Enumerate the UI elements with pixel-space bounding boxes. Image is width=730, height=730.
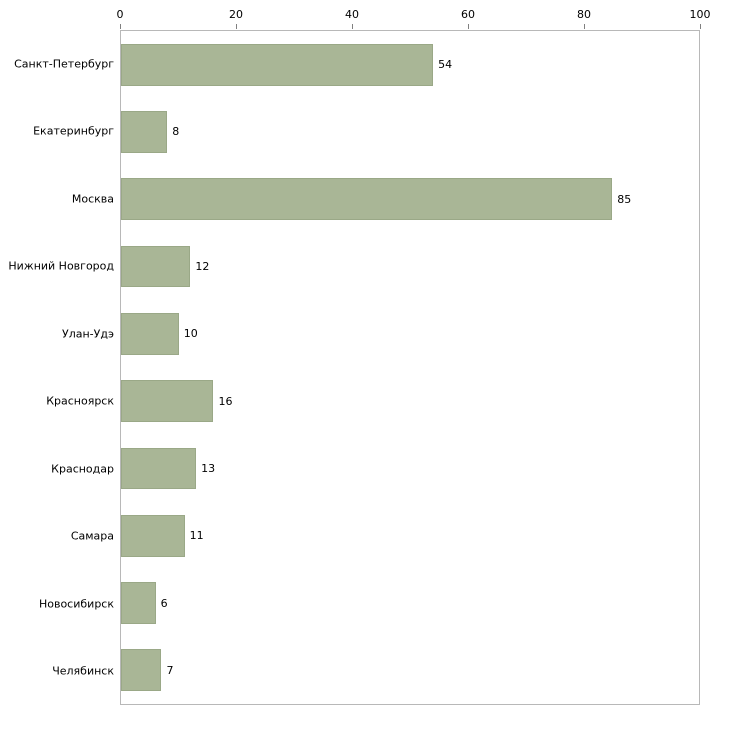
bar-row: 16 — [121, 367, 699, 434]
y-category-label: Санкт-Петербург — [14, 57, 114, 71]
x-tick-label: 40 — [345, 8, 359, 21]
x-tick-mark — [235, 24, 237, 29]
x-tick-mark — [699, 24, 701, 29]
bar-row: 85 — [121, 166, 699, 233]
bar-row: 10 — [121, 300, 699, 367]
x-axis: 0 20 40 60 80 100 — [116, 0, 711, 30]
value-label: 54 — [438, 58, 453, 72]
x-tick-mark — [467, 24, 469, 29]
y-category-label: Новосибирск — [38, 597, 114, 611]
x-tick-label: 0 — [116, 8, 124, 21]
x-tick-mark — [119, 24, 121, 29]
x-tick-mark — [351, 24, 353, 29]
bar — [121, 245, 191, 288]
bar-row: 13 — [121, 435, 699, 502]
x-tick-label: 100 — [689, 8, 711, 21]
value-label: 8 — [172, 125, 180, 139]
x-tick-label: 60 — [461, 8, 475, 21]
y-category-label: Нижний Новгород — [8, 259, 114, 273]
bar — [121, 312, 179, 355]
value-label: 13 — [201, 461, 216, 475]
bar — [121, 178, 613, 221]
y-category-label: Улан-Удэ — [62, 327, 114, 341]
value-label: 6 — [160, 596, 168, 610]
bar — [121, 43, 434, 86]
value-label: 16 — [218, 394, 233, 408]
plot-area: 54 8 85 12 10 16 13 11 6 7 — [120, 30, 700, 705]
bar — [121, 447, 197, 490]
bar-row: 54 — [121, 31, 699, 98]
y-category-label: Красноярск — [46, 394, 114, 408]
x-tick-label: 20 — [229, 8, 243, 21]
value-label: 85 — [617, 192, 632, 206]
bar — [121, 649, 162, 692]
y-category-label: Челябинск — [52, 664, 114, 678]
bar-row: 6 — [121, 569, 699, 636]
value-label: 10 — [183, 327, 198, 341]
bar — [121, 111, 168, 153]
value-label: 11 — [189, 529, 204, 543]
y-axis-labels: Санкт-Петербург Екатеринбург Москва Нижний … — [0, 30, 116, 705]
bar-row: 8 — [121, 98, 699, 165]
y-category-label: Самара — [70, 529, 114, 543]
x-tick-label: 80 — [577, 8, 591, 21]
bar — [121, 514, 185, 557]
bar — [121, 380, 214, 422]
bar — [121, 582, 156, 624]
value-label: 12 — [195, 260, 210, 274]
value-label: 7 — [166, 663, 174, 677]
x-tick-mark — [583, 24, 585, 29]
y-category-label: Москва — [71, 192, 114, 206]
y-category-label: Краснодар — [51, 462, 114, 476]
y-category-label: Екатеринбург — [33, 124, 114, 138]
bar-row: 12 — [121, 233, 699, 300]
bar-row: 7 — [121, 637, 699, 704]
bar-row: 11 — [121, 502, 699, 569]
